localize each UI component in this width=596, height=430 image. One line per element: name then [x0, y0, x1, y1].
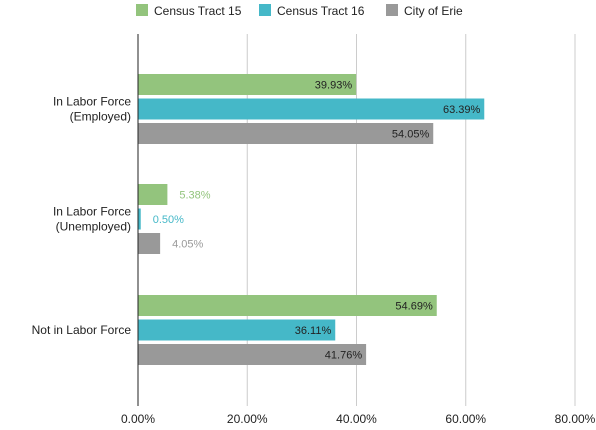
data-label: 4.05% [172, 239, 203, 251]
legend-label: City of Erie [404, 4, 463, 18]
category-label: In Labor Force (Unemployed) [53, 205, 131, 234]
bar [138, 233, 161, 254]
legend-swatch [386, 4, 398, 16]
bar [138, 319, 336, 341]
bar [138, 98, 485, 120]
bar [138, 123, 434, 144]
bar [138, 208, 141, 230]
x-tick-label: 40.00% [336, 412, 377, 426]
data-label: 0.50% [153, 214, 184, 226]
data-label: 39.93% [315, 80, 353, 92]
data-label: 36.11% [295, 325, 332, 337]
category-label: Not in Labor Force [32, 323, 132, 337]
legend-swatch [136, 4, 148, 16]
data-label: 54.05% [392, 129, 430, 141]
x-tick-label: 60.00% [445, 412, 486, 426]
bar [138, 74, 357, 95]
data-label: 41.76% [325, 350, 363, 362]
legend-label: Census Tract 16 [277, 4, 365, 18]
bar [138, 184, 168, 205]
x-tick-label: 80.00% [555, 412, 596, 426]
bar [138, 344, 367, 365]
bar [138, 295, 437, 316]
x-tick-label: 20.00% [227, 412, 268, 426]
legend-swatch [259, 4, 271, 16]
legend-label: Census Tract 15 [154, 4, 242, 18]
x-tick-label: 0.00% [121, 412, 155, 426]
data-label: 54.69% [395, 301, 433, 313]
data-label: 5.38% [179, 190, 210, 202]
category-label: In Labor Force (Employed) [53, 95, 131, 124]
data-label: 63.39% [443, 104, 481, 116]
